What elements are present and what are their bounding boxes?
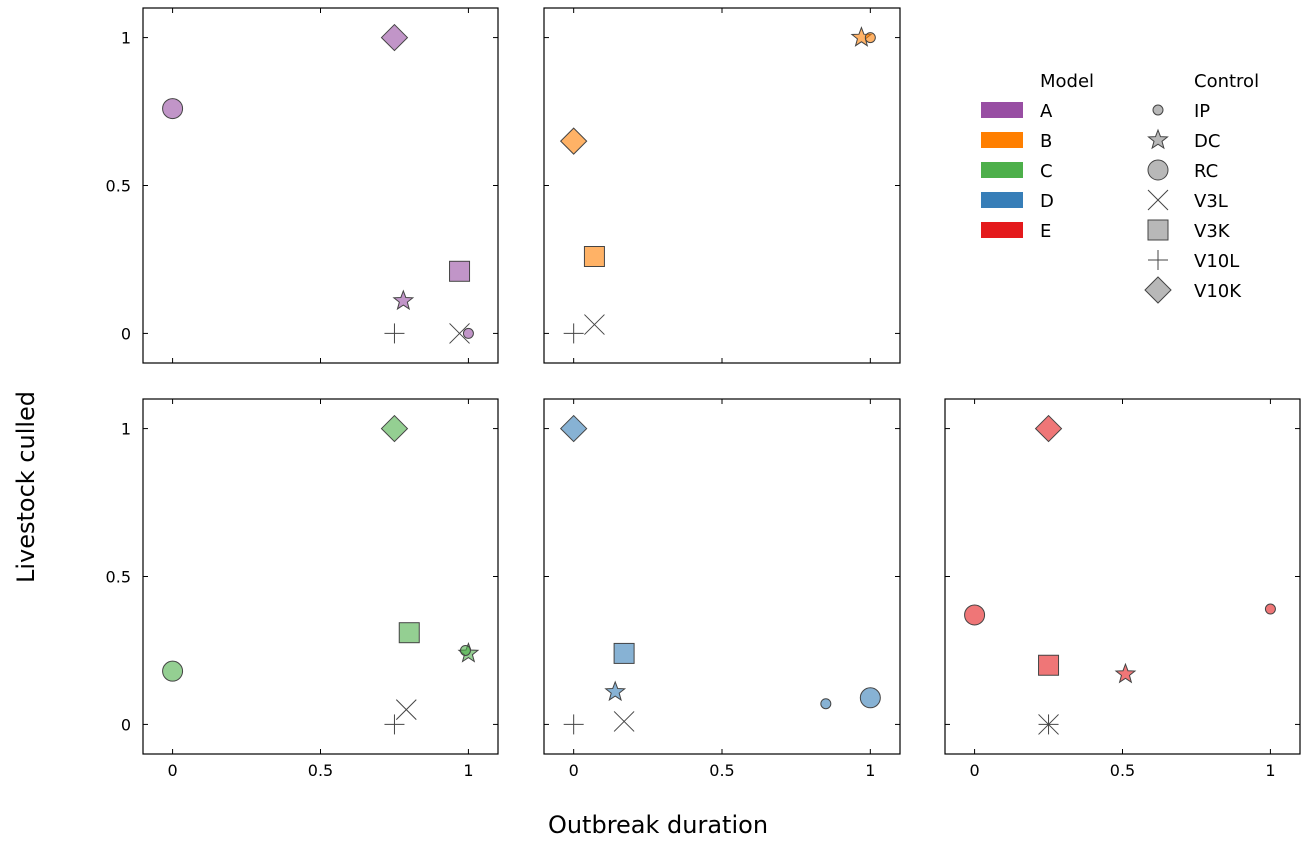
point-e-dc [1114, 662, 1137, 684]
y-tick-label: 1 [121, 420, 131, 439]
point-a-ip [462, 327, 474, 339]
legend-control-label: V10L [1194, 251, 1239, 272]
point-b-ip [864, 32, 876, 44]
panel-frame [142, 398, 499, 755]
panel-frame [543, 398, 901, 755]
x-tick-label: 0 [969, 761, 979, 780]
panel-b [543, 7, 901, 364]
point-e-v10l [1038, 714, 1059, 735]
panel-c: 0 0 0.5 0.5 1 1 [106, 398, 499, 780]
point-d-rc [859, 687, 881, 709]
point-d-v3l [613, 711, 635, 732]
point-c-v3k [398, 622, 420, 644]
x-axis-label: Outbreak duration [548, 811, 768, 839]
legend-model-title: Model [1040, 71, 1094, 92]
point-d-dc [604, 680, 627, 702]
y-tick-label: 0 [121, 324, 131, 343]
legend-control-label: IP [1194, 101, 1210, 122]
legend-swatch-b [981, 132, 1023, 148]
point-d-ip [820, 698, 832, 710]
legend-marker-v3k [1147, 219, 1169, 241]
point-a-v3l [449, 323, 470, 344]
x-tick-label: 1 [865, 761, 875, 780]
point-d-v10k [559, 414, 588, 443]
legend-model-label: C [1040, 161, 1053, 182]
panel-frame [142, 7, 499, 364]
legend-control-title: Control [1194, 71, 1259, 92]
y-tick-label: 0 [121, 715, 131, 734]
legend-control-label: DC [1194, 131, 1220, 152]
legend-swatch-d [981, 192, 1023, 208]
point-c-v10k [380, 414, 409, 443]
legend-control-label: RC [1194, 161, 1218, 182]
legend-marker-v3l [1147, 189, 1169, 211]
point-a-rc [162, 98, 184, 120]
x-tick-label: 0.5 [1110, 761, 1135, 780]
point-a-v10k [380, 23, 409, 52]
point-b-v3k [583, 246, 605, 267]
legend-model-label: A [1040, 101, 1053, 122]
legend-swatch-e [981, 222, 1023, 238]
x-tick-label: 0 [167, 761, 177, 780]
legend-model-label: B [1040, 131, 1052, 152]
y-axis-label: Livestock culled [12, 391, 40, 583]
legend-swatch-c [981, 162, 1023, 178]
panel-e: 0 0.5 1 [944, 398, 1301, 780]
x-tick-label: 0 [569, 761, 579, 780]
y-tick-label: 0.5 [106, 568, 131, 587]
point-d-v10l [563, 714, 584, 735]
panel-d: 0 0.5 1 [543, 398, 901, 780]
point-c-rc [162, 660, 184, 682]
legend-control-label: V3K [1194, 221, 1231, 242]
point-e-rc [964, 604, 986, 626]
legend-marker-v10l [1148, 250, 1168, 270]
point-c-v3l [395, 699, 417, 720]
point-a-v3k [449, 260, 471, 282]
panel-a: 00.51 [106, 7, 499, 364]
legend-model-label: E [1040, 221, 1051, 242]
x-tick-label: 1 [1265, 761, 1275, 780]
x-tick-label: 0.5 [709, 761, 734, 780]
point-e-v10k [1034, 414, 1063, 443]
legend-marker-dc [1147, 128, 1169, 150]
point-c-v10l [384, 714, 405, 735]
point-a-v10l [384, 323, 405, 344]
point-e-v3k [1038, 654, 1060, 676]
legend-marker-ip [1152, 104, 1164, 116]
panel-frame [944, 398, 1301, 755]
point-e-ip [1264, 603, 1276, 615]
legend-control-label: V10K [1194, 281, 1242, 302]
point-c-ip [459, 644, 471, 656]
point-b-v3l [584, 314, 605, 335]
legend-marker-rc [1147, 159, 1169, 181]
point-d-v3k [613, 642, 635, 664]
y-tick-label: 0.5 [106, 177, 131, 196]
legend-swatch-a [981, 102, 1023, 118]
point-b-v10k [559, 127, 588, 155]
panel-frame [543, 7, 901, 364]
point-a-dc [392, 289, 415, 311]
x-tick-label: 0.5 [308, 761, 333, 780]
legend-marker-v10k [1144, 276, 1172, 304]
legend-control-label: V3L [1194, 191, 1228, 212]
point-b-v10l [563, 323, 584, 344]
y-tick-label: 1 [121, 29, 131, 48]
x-tick-label: 1 [463, 761, 473, 780]
legend-model-label: D [1040, 191, 1054, 212]
